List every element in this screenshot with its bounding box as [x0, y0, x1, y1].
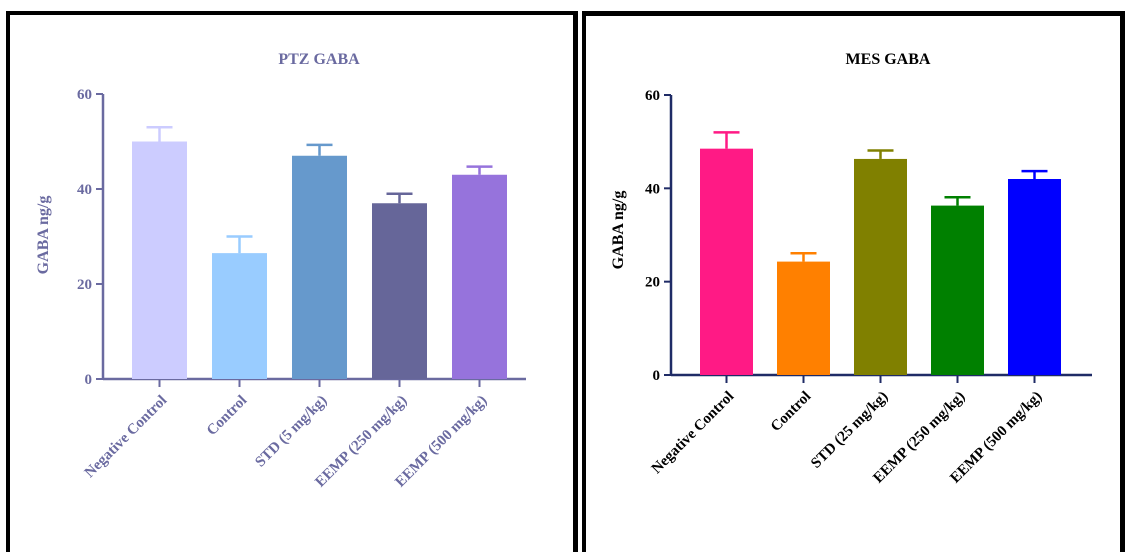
- y-axis-label: GABA ng/g: [35, 196, 52, 275]
- bar: [931, 205, 984, 375]
- y-tick-label: 0: [653, 368, 661, 384]
- bar: [700, 148, 753, 375]
- y-tick-label: 60: [77, 87, 92, 103]
- y-axis-label: GABA ng/g: [610, 191, 627, 270]
- chart-title: MES GABA: [846, 51, 931, 68]
- bar: [777, 261, 830, 375]
- category-label: Control: [768, 389, 814, 435]
- y-tick-label: 20: [77, 277, 92, 293]
- bar: [854, 158, 907, 375]
- category-label: STD (25 mg/kg): [808, 389, 891, 472]
- category-label: STD (5 mg/kg): [252, 393, 330, 471]
- y-tick-label: 40: [77, 182, 92, 198]
- mes-gaba-panel: MES GABA GABA ng/g 0 20 40 60 Negative Contr…: [582, 11, 1125, 552]
- bar: [292, 155, 347, 379]
- bar: [212, 253, 267, 379]
- category-label: EEMP (500 mg/kg): [392, 393, 490, 491]
- ptz-gaba-chart: PTZ GABA GABA ng/g 0 20 40 60 Negative Contr…: [35, 51, 526, 491]
- mes-gaba-chart: MES GABA GABA ng/g 0 20 40 60 Negative Contr…: [610, 51, 1092, 486]
- category-label: Control: [204, 393, 250, 439]
- category-label: Negative Control: [82, 393, 171, 482]
- y-tick-label: 40: [645, 181, 660, 197]
- bar: [372, 203, 427, 379]
- bar: [132, 141, 187, 379]
- y-tick-label: 20: [645, 275, 660, 291]
- bar: [452, 174, 507, 379]
- y-tick-label: 0: [85, 372, 93, 388]
- y-tick-label: 60: [645, 88, 660, 104]
- bar: [1008, 179, 1061, 375]
- chart-title: PTZ GABA: [278, 51, 360, 68]
- ptz-gaba-panel: PTZ GABA GABA ng/g 0 20 40 60 Negative Contr…: [6, 11, 578, 552]
- category-label: Negative Control: [649, 389, 738, 478]
